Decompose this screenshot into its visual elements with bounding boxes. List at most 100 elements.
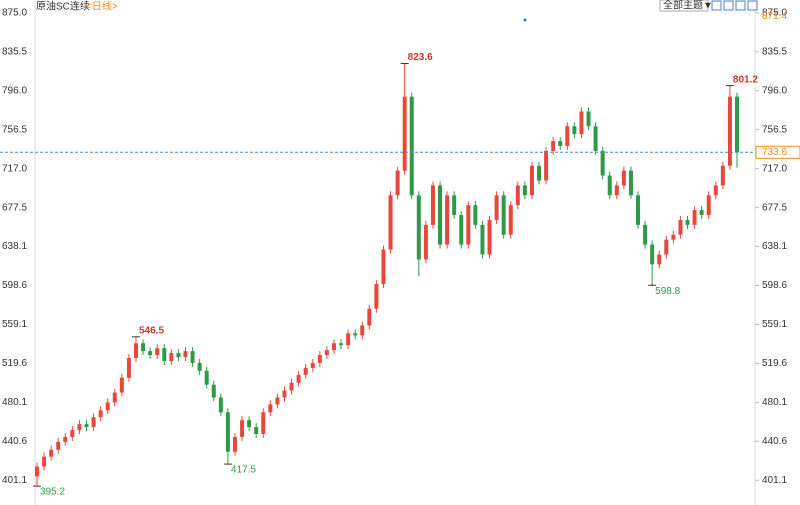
candle-body [494,195,499,220]
candle-body [35,466,39,477]
candle-body [692,210,697,225]
candle-body [579,111,584,135]
y2-tick-label: 519.6 [762,358,787,369]
y2-tick-label: 598.6 [762,280,787,291]
high-label: 823.6 [408,52,433,63]
candle-body [671,234,676,240]
candle-body [727,96,732,166]
candle-body [501,195,506,235]
candle-body [162,348,167,361]
y-tick-label: 796.0 [2,85,27,96]
y-tick-label: 835.5 [2,46,27,57]
candle-body [155,348,160,356]
candle-body [423,224,428,260]
last-price-label: 733.6 [762,147,787,158]
candle-body [508,205,513,235]
candle-body [98,410,103,418]
y2-tick-label: 756.5 [762,124,787,135]
y-tick-label: 440.6 [2,436,27,447]
y-tick-label: 875.0 [2,7,27,18]
candle-body [529,165,534,196]
candle-body [289,382,294,391]
zoom-out-button[interactable] [723,0,734,11]
candle-body [565,126,570,146]
candle-body [183,351,188,358]
candle-body [49,449,54,457]
candle-body [91,417,96,428]
settings-button[interactable] [747,0,758,11]
candle-body [126,358,131,378]
y2-tick-label: 717.0 [762,163,787,174]
candle-body [621,170,626,186]
y2-tick-label: 796.0 [762,85,787,96]
candle-body [141,343,146,352]
candle-body [232,436,237,452]
reference-label: 871.4 [762,11,787,22]
candle-body [204,370,209,385]
candle-body [558,141,563,146]
candle-body [374,284,379,309]
candle-body [572,126,577,135]
candle-body [275,397,280,405]
candle-body [346,333,351,346]
candle-body [197,362,202,371]
candle-body [416,195,421,260]
chart-title: 原油SC连续 [36,0,90,13]
candle-body [473,205,478,225]
y-tick-label: 480.1 [2,397,27,408]
candle-body [685,219,690,225]
y-tick-label: 401.1 [2,475,27,486]
candle-body [395,170,400,196]
candle-body [133,343,138,359]
last-price-box [755,145,800,159]
candle-body [459,215,464,245]
candle-body [402,96,407,171]
candle-body [63,436,68,442]
candle-body [296,374,301,383]
candle-body [388,195,393,250]
candle-body [339,343,344,346]
candle-body [593,126,598,151]
high-label: 546.5 [139,325,164,336]
candle-body [515,185,520,206]
candle-body [657,254,662,265]
candle-body [112,392,117,403]
candle-body [664,239,669,255]
y-tick-label: 559.1 [2,319,27,330]
candle-body [438,185,443,245]
candle-body [487,219,492,255]
candle-body [42,456,47,467]
candle-body [282,390,287,398]
y2-tick-label: 875.0 [762,7,787,18]
candle-body [614,185,619,196]
candle-body [70,430,75,437]
candle-body [522,185,527,196]
y2-tick-label: 480.1 [762,397,787,408]
theme-button[interactable] [659,0,709,12]
candle-body [551,141,556,151]
y-tick-label: 598.6 [2,280,27,291]
fit-button[interactable] [735,0,746,11]
y2-tick-label: 401.1 [762,475,787,486]
candle-body [247,420,252,428]
high-label: 801.2 [733,74,758,85]
candle-body [169,353,174,361]
candle-body [310,362,315,368]
candle-body [211,384,216,398]
candle-body [430,185,435,225]
candle-body [176,353,181,358]
candle-body [324,350,329,356]
candle-body [268,404,273,413]
candle-body [643,224,648,245]
candle-body [381,249,386,285]
candle-body [650,244,655,265]
candle-body [537,165,542,181]
candle-body [353,333,358,336]
zoom-in-button[interactable] [711,0,722,11]
candle-body [119,377,124,393]
low-label: 417.5 [231,465,256,476]
candle-body [544,150,549,181]
candle-body [77,424,82,431]
theme-button-label[interactable]: 全部主题▼ [663,0,713,12]
candle-body [445,195,450,245]
